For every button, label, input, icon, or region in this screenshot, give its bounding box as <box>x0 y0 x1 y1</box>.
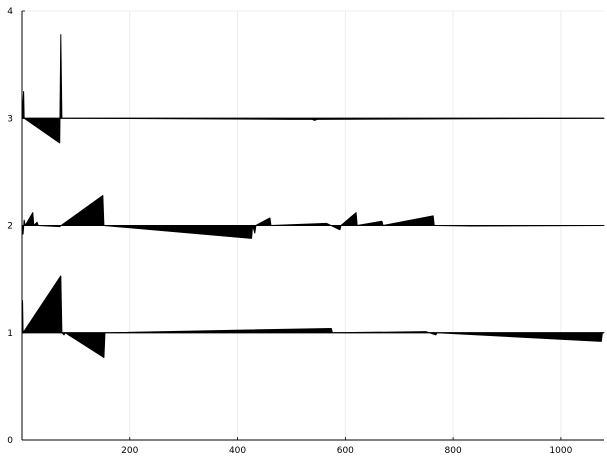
series-group <box>21 34 605 358</box>
x-tick-label: 400 <box>229 446 246 456</box>
y-tick-label: 2 <box>7 222 13 232</box>
series-line-1 <box>21 34 605 144</box>
tick-labels: 200 400 600 800 1000 0 1 2 3 4 <box>7 7 572 456</box>
y-tick-label: 1 <box>7 329 13 339</box>
x-tick-label: 1000 <box>549 446 572 456</box>
x-tick-label: 200 <box>121 446 138 456</box>
series-line-3 <box>21 275 605 358</box>
y-tick-label: 4 <box>7 7 13 17</box>
y-tick-label: 3 <box>7 114 13 124</box>
series-line-2 <box>21 194 605 239</box>
x-tick-label: 600 <box>337 446 354 456</box>
x-tick-label: 800 <box>445 446 462 456</box>
y-tick-label: 0 <box>7 436 13 446</box>
